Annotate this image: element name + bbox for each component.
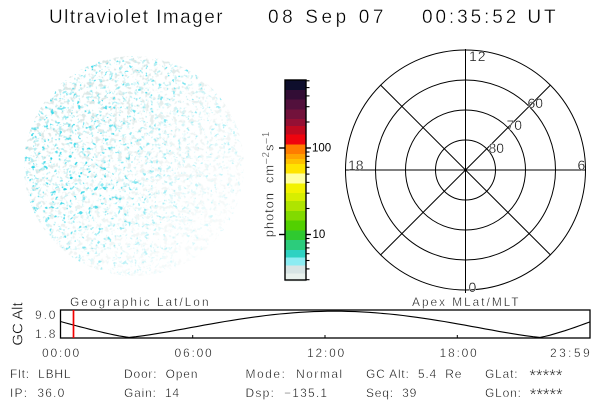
svg-text:100: 100 (312, 143, 331, 155)
svg-text:10: 10 (313, 229, 326, 241)
